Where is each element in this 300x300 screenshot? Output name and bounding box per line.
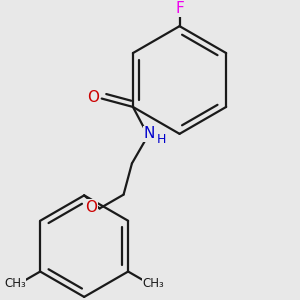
Text: CH₃: CH₃	[4, 277, 26, 290]
Text: CH₃: CH₃	[143, 277, 164, 290]
Text: O: O	[85, 200, 98, 215]
Text: H: H	[157, 133, 166, 146]
Text: O: O	[87, 90, 99, 105]
Text: N: N	[144, 126, 155, 141]
Text: F: F	[175, 1, 184, 16]
